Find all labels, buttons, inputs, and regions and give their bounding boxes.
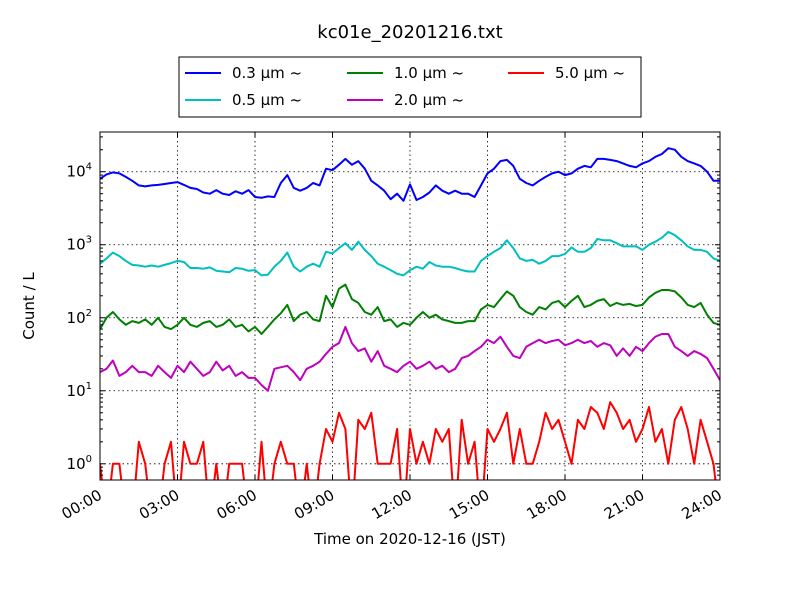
series-3 (100, 325, 720, 392)
series-layer (100, 147, 720, 480)
legend-item: 0.5 μm ~ (185, 91, 302, 109)
series-line (100, 147, 720, 202)
y-axis-label: Count / L (20, 272, 38, 340)
legend-label: 2.0 μm ~ (394, 91, 464, 109)
x-tick-label: 15:00 (446, 486, 492, 523)
series-0 (100, 147, 720, 202)
y-tick-label: 103 (67, 235, 92, 254)
x-tick-label: 18:00 (524, 486, 570, 523)
x-tick-label: 12:00 (369, 486, 415, 523)
y-tick-base: 10 (67, 382, 86, 400)
legend-label: 5.0 μm ~ (555, 64, 625, 82)
y-tick-base: 10 (67, 309, 86, 327)
legend: 0.3 μm ~ 0.5 μm ~ 1.0 μm ~ 2.0 μm ~ 5.0 μm ~ (178, 56, 642, 118)
x-tick-label: 21:00 (601, 486, 647, 523)
legend-item: 0.3 μm ~ (185, 64, 302, 82)
series-4 (100, 401, 717, 480)
legend-label: 0.3 μm ~ (232, 64, 302, 82)
x-tick-label: 06:00 (214, 486, 260, 523)
y-tick-label: 100 (67, 454, 92, 473)
series-line (100, 230, 720, 277)
y-tick-exponent: 4 (86, 162, 92, 173)
legend-box (178, 56, 642, 118)
y-tick-base: 10 (67, 163, 86, 181)
y-tick-exponent: 2 (86, 308, 92, 319)
y-tick-exponent: 0 (86, 454, 92, 465)
y-tick-base: 10 (67, 455, 86, 473)
y-tick-base: 10 (67, 236, 86, 254)
x-tick-label: 00:00 (59, 486, 105, 523)
y-tick-exponent: 1 (86, 381, 92, 392)
legend-item: 5.0 μm ~ (508, 64, 625, 82)
legend-label: 1.0 μm ~ (394, 64, 464, 82)
series-1 (100, 230, 720, 277)
series-2 (100, 283, 720, 335)
y-tick-label: 101 (67, 381, 92, 400)
series-line (100, 325, 720, 392)
legend-label: 0.5 μm ~ (232, 91, 302, 109)
series-line (100, 401, 717, 480)
x-tick-label: 03:00 (136, 486, 182, 523)
x-tick-label: 24:00 (679, 486, 725, 523)
y-tick-label: 102 (67, 308, 92, 327)
legend-item: 1.0 μm ~ (347, 64, 464, 82)
series-line (100, 283, 720, 335)
y-tick-exponent: 3 (86, 235, 92, 246)
chart-title: kc01e_20201216.txt (317, 22, 502, 43)
x-axis-label: Time on 2020-12-16 (JST) (313, 530, 506, 548)
y-tick-label: 104 (67, 162, 92, 181)
legend-item: 2.0 μm ~ (347, 91, 464, 109)
x-tick-label: 09:00 (291, 486, 337, 523)
x-axis: 00:00 03:00 06:00 09:00 12:00 15:00 18:00 21:00… (59, 132, 725, 523)
